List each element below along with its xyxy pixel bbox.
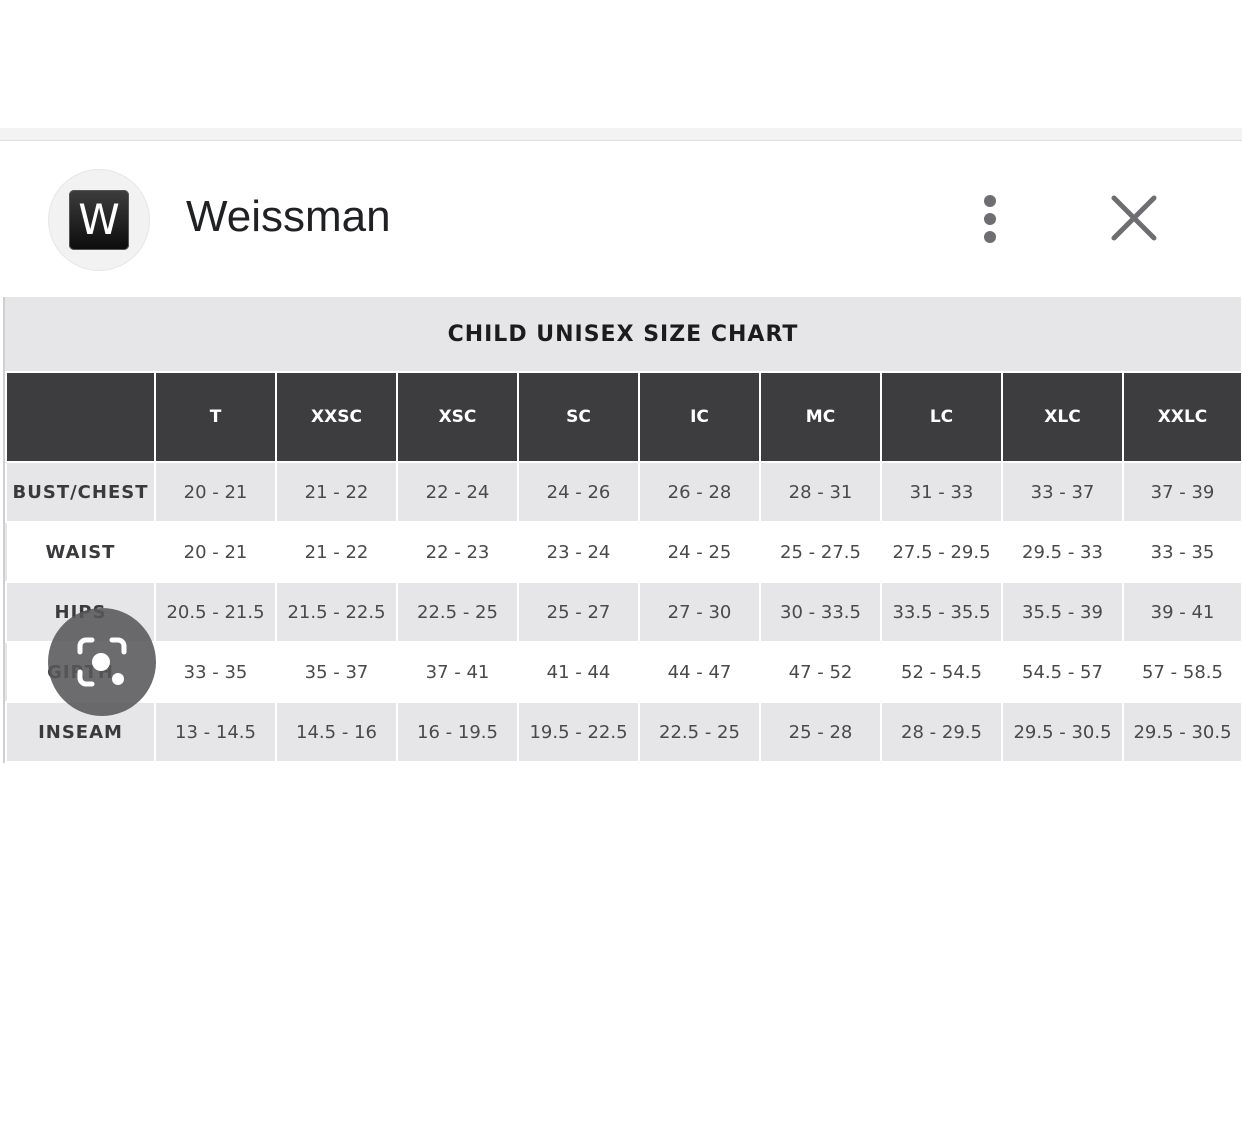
table-cell: 30 - 33.5 [759,581,882,643]
site-avatar[interactable]: W [48,169,150,271]
row-label: HIPS [5,581,156,643]
more-vertical-icon [984,195,996,243]
table-cell: 16 - 19.5 [396,701,519,763]
size-header-cell: LC [880,371,1003,463]
more-options-button[interactable] [966,191,1014,247]
table-row: BUST/CHEST 20 - 21 21 - 22 22 - 24 24 - 26 26… [5,461,1242,523]
table-cell: 24 - 25 [638,521,761,583]
size-header-cell: T [154,371,277,463]
table-cell: 25 - 27.5 [759,521,882,583]
table-cell: 29.5 - 33 [1001,521,1124,583]
table-cell: 21 - 22 [275,521,398,583]
table-cell: 41 - 44 [517,641,640,703]
table-cell: 21 - 22 [275,461,398,523]
size-header-cell: XLC [1001,371,1124,463]
size-header-cell: XXLC [1122,371,1242,463]
table-cell: 37 - 41 [396,641,519,703]
size-header-cell: MC [759,371,882,463]
table-cell: 21.5 - 22.5 [275,581,398,643]
table-row: INSEAM 13 - 14.5 14.5 - 16 16 - 19.5 19.5 - … [5,701,1242,763]
row-label: WAIST [5,521,156,583]
close-icon [1111,195,1157,241]
size-header-cell: SC [517,371,640,463]
table-row: WAIST 20 - 21 21 - 22 22 - 23 23 - 24 24 - 25… [5,521,1242,583]
table-cell: 37 - 39 [1122,461,1242,523]
lens-search-button[interactable] [48,608,156,716]
table-cell: 20 - 21 [154,461,277,523]
table-cell: 19.5 - 22.5 [517,701,640,763]
top-divider [0,128,1242,141]
size-header-cell: XSC [396,371,519,463]
table-cell: 20 - 21 [154,521,277,583]
table-cell: 22.5 - 25 [396,581,519,643]
size-table: T XXSC XSC SC IC MC LC XLC XXLC BUST/CHE… [5,371,1242,763]
table-cell: 33 - 35 [154,641,277,703]
table-cell: 31 - 33 [880,461,1003,523]
table-cell: 27.5 - 29.5 [880,521,1003,583]
table-cell: 44 - 47 [638,641,761,703]
site-logo-letter: W [78,195,120,244]
table-cell: 29.5 - 30.5 [1122,701,1242,763]
table-cell: 28 - 31 [759,461,882,523]
table-cell: 54.5 - 57 [1001,641,1124,703]
table-cell: 29.5 - 30.5 [1001,701,1124,763]
lens-search-icon [77,637,127,687]
table-cell: 47 - 52 [759,641,882,703]
table-cell: 33 - 37 [1001,461,1124,523]
size-header-cell: XXSC [275,371,398,463]
table-cell: 25 - 27 [517,581,640,643]
corner-cell [5,371,156,463]
table-cell: 35 - 37 [275,641,398,703]
source-header: W Weissman [0,141,1242,291]
table-cell: 23 - 24 [517,521,640,583]
table-cell: 57 - 58.5 [1122,641,1242,703]
site-name[interactable]: Weissman [186,192,391,241]
table-cell: 26 - 28 [638,461,761,523]
table-cell: 52 - 54.5 [880,641,1003,703]
table-cell: 24 - 26 [517,461,640,523]
chart-title: CHILD UNISEX SIZE CHART [5,297,1241,371]
size-chart-image[interactable]: CHILD UNISEX SIZE CHART T XXSC XS [3,297,1242,763]
table-cell: 35.5 - 39 [1001,581,1124,643]
row-label: BUST/CHEST [5,461,156,523]
row-label: INSEAM [5,701,156,763]
table-cell: 22 - 23 [396,521,519,583]
table-cell: 22 - 24 [396,461,519,523]
site-logo: W [69,190,129,250]
table-cell: 33 - 35 [1122,521,1242,583]
table-cell: 39 - 41 [1122,581,1242,643]
size-header-row: T XXSC XSC SC IC MC LC XLC XXLC [5,371,1242,463]
table-cell: 33.5 - 35.5 [880,581,1003,643]
table-cell: 14.5 - 16 [275,701,398,763]
table-cell: 13 - 14.5 [154,701,277,763]
close-button[interactable] [1104,191,1164,247]
size-header-cell: IC [638,371,761,463]
table-cell: 22.5 - 25 [638,701,761,763]
table-cell: 20.5 - 21.5 [154,581,277,643]
table-cell: 28 - 29.5 [880,701,1003,763]
table-cell: 27 - 30 [638,581,761,643]
table-cell: 25 - 28 [759,701,882,763]
